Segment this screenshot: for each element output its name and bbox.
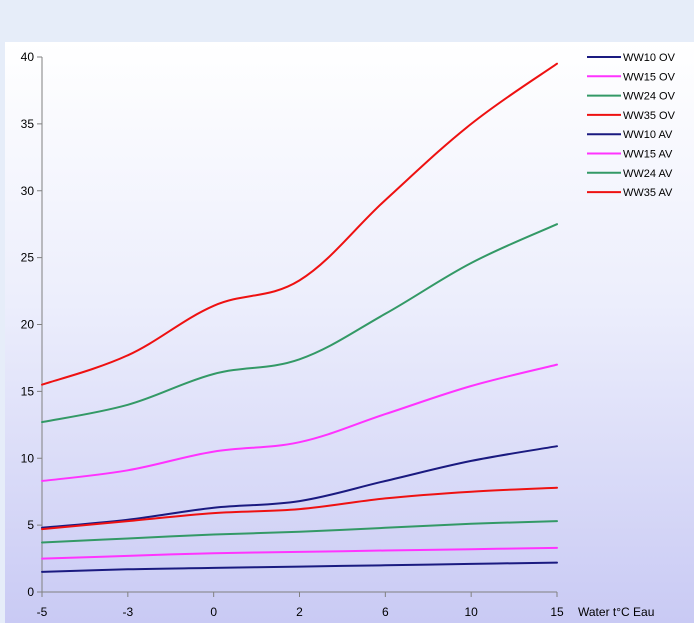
- axes: 0 5 10 15 20 25 30 35 40 -5 -3 0 2 6 10 15 Water t°C Eau: [21, 50, 655, 619]
- x-tick-label: 0: [210, 605, 217, 619]
- y-tick-label: 15: [21, 384, 35, 398]
- series-line-ww24-ov: [41, 223, 558, 424]
- y-tick-label: 25: [21, 251, 35, 265]
- x-tick-label: 10: [464, 605, 478, 619]
- x-axis-label: Water t°C Eau: [578, 605, 654, 619]
- legend-label-ww24-av: WW24 AV: [623, 168, 673, 180]
- y-tick-label: 5: [27, 518, 34, 532]
- y-tick-label: 40: [21, 50, 35, 64]
- legend: WW10 OV WW15 OV WW24 OV WW35 OV WW10 AV WW15 …: [587, 52, 676, 199]
- legend-label-ww35-av: WW35 AV: [623, 187, 673, 199]
- series-line-ww15-av: [41, 546, 558, 560]
- series-line-ww10-av: [41, 561, 558, 573]
- series-line-ww15-ov: [41, 363, 558, 482]
- y-tick-label: 30: [21, 184, 35, 198]
- legend-label-ww24-ov: WW24 OV: [623, 91, 676, 103]
- series-line-ww10-ov: [41, 445, 558, 529]
- legend-label-ww10-ov: WW10 OV: [623, 52, 676, 64]
- series-line-ww24-av: [41, 520, 558, 544]
- series-line-ww35-av: [41, 486, 558, 531]
- x-tick-label: 2: [296, 605, 303, 619]
- chart-area-background: [5, 42, 694, 623]
- x-tick-label: 6: [382, 605, 389, 619]
- series-lines: [41, 62, 558, 573]
- y-tick-label: 0: [27, 585, 34, 599]
- x-tick-label: 15: [550, 605, 564, 619]
- series-line-ww35-ov: [41, 62, 558, 386]
- y-tick-label: 10: [21, 451, 35, 465]
- x-tick-label: -5: [37, 605, 48, 619]
- legend-label-ww15-av: WW15 AV: [623, 149, 673, 161]
- y-tick-label: 35: [21, 117, 35, 131]
- legend-label-ww10-av: WW10 AV: [623, 129, 673, 141]
- y-tick-label: 20: [21, 318, 35, 332]
- legend-label-ww35-ov: WW35 OV: [623, 110, 676, 122]
- x-tick-label: -3: [122, 605, 133, 619]
- legend-label-ww15-ov: WW15 OV: [623, 71, 676, 83]
